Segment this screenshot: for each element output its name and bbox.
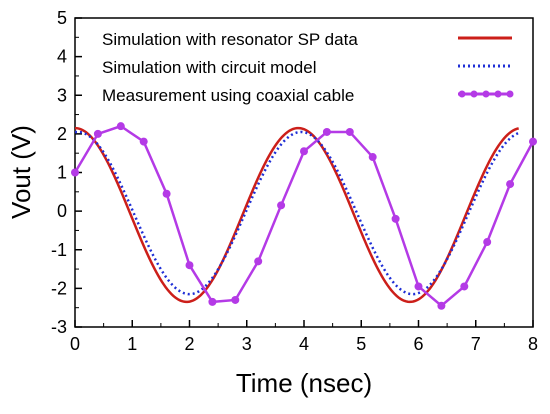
measurement-point [529, 137, 537, 146]
x-tick-label: 8 [528, 334, 538, 354]
measurement-point [185, 261, 194, 270]
measurement-point [460, 282, 469, 291]
y-axis-title: Vout (V) [6, 125, 36, 219]
y-tick-label: 3 [57, 85, 67, 105]
legend-marker [482, 90, 490, 98]
x-tick-label: 7 [471, 334, 481, 354]
y-tick-label: 1 [57, 163, 67, 183]
measurement-point [231, 295, 240, 304]
measurement-point [368, 153, 377, 162]
legend-label-measurement: Measurement using coaxial cable [102, 86, 354, 105]
measurement-point [116, 122, 125, 131]
legend-marker [506, 90, 514, 98]
measurement-point [506, 180, 515, 189]
measurement-point [277, 201, 286, 210]
y-tick-label: 4 [57, 47, 67, 67]
x-tick-label: 2 [184, 334, 194, 354]
measurement-point [391, 214, 400, 223]
y-tick-label: 5 [57, 8, 67, 28]
x-tick-label: 6 [413, 334, 423, 354]
legend-marker [470, 90, 478, 98]
x-tick-label: 1 [127, 334, 137, 354]
series-line-sim-resonator [74, 126, 520, 304]
x-tick-label: 4 [299, 334, 309, 354]
measurement-point [162, 189, 171, 198]
legend-label-sim-circuit: Simulation with circuit model [102, 58, 316, 77]
x-axis-title: Time (nsec) [236, 368, 372, 398]
ticks-layer: 0 1 2 3 4 5 6 7 8 5 4 3 2 1 0 -1 -2 -3 [51, 8, 538, 354]
measurement-point [93, 129, 102, 138]
measurement-point [483, 238, 492, 247]
legend: Simulation with resonator SP data Simula… [102, 30, 514, 105]
series-line-sim-circuit [74, 130, 520, 296]
measurement-point [437, 301, 446, 310]
x-tick-label: 5 [356, 334, 366, 354]
measurement-point [345, 127, 354, 136]
y-tick-label: -2 [51, 278, 67, 298]
legend-marker [494, 90, 502, 98]
measurement-point [322, 127, 331, 136]
y-tick-label: 2 [57, 124, 67, 144]
x-tick-label: 0 [70, 334, 80, 354]
measurement-point [414, 282, 423, 291]
y-tick-label: 0 [57, 201, 67, 221]
legend-label-sim-resonator: Simulation with resonator SP data [102, 30, 358, 49]
measurement-point [208, 297, 217, 306]
series-layer [71, 122, 537, 310]
measurement-point [300, 147, 308, 156]
legend-marker [458, 90, 466, 98]
y-tick-label: -3 [51, 317, 67, 337]
measurement-point [139, 137, 148, 146]
measurement-point [71, 168, 79, 177]
measurement-point [254, 257, 263, 266]
y-tick-label: -1 [51, 240, 67, 260]
x-tick-label: 3 [242, 334, 252, 354]
